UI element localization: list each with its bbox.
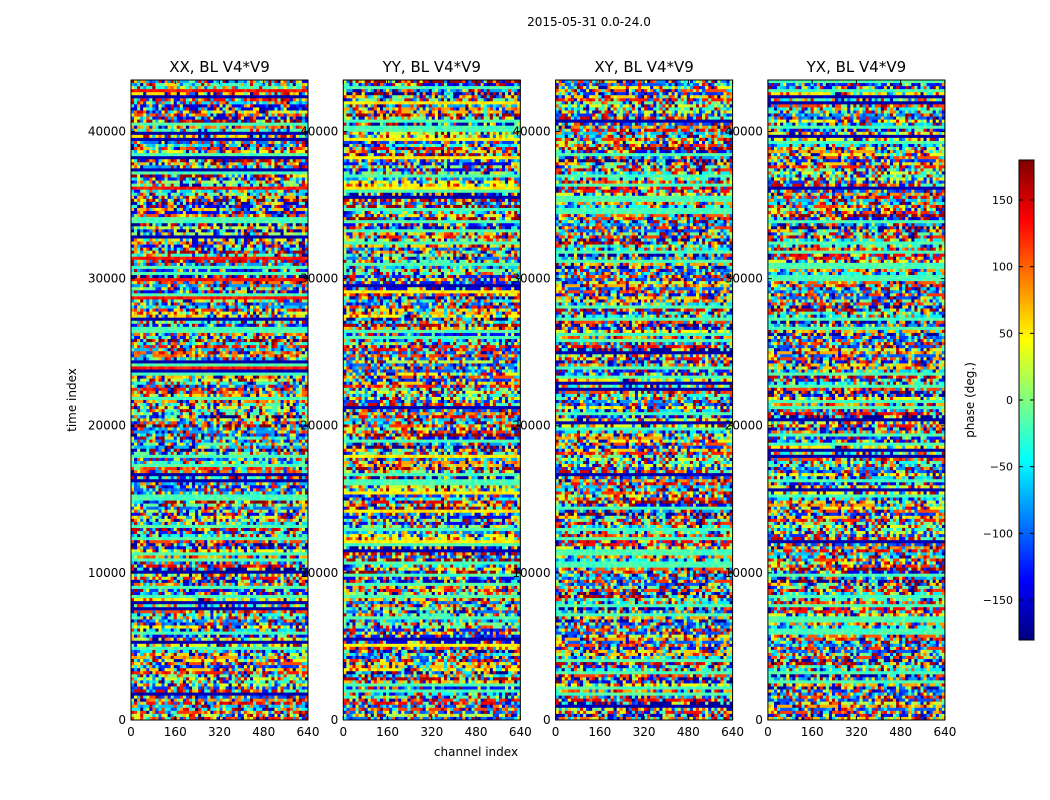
- y-tick-label: 10000: [725, 566, 763, 580]
- y-tick-label: 30000: [300, 272, 338, 286]
- x-tick-label: 0: [764, 725, 772, 739]
- x-tick-label: 160: [801, 725, 824, 739]
- panel-title: XY, BL V4*V9: [594, 58, 694, 76]
- y-tick-label: 40000: [512, 124, 550, 138]
- heatmap-panels: XX, BL V4*V9 0 160 320 480 640 0 10000 20000 3000…: [88, 58, 957, 739]
- colorbar-tick-label: −100: [983, 527, 1013, 540]
- colorbar-tick-label: −150: [983, 594, 1013, 607]
- colorbar-tick-label: 0: [1006, 394, 1013, 407]
- y-tick-label: 0: [118, 713, 126, 727]
- x-tick-label: 640: [509, 725, 532, 739]
- heatmap-panel: YY, BL V4*V9 0 160 320 480 640 0 10000 20000 3000…: [300, 58, 532, 739]
- x-tick-label: 640: [933, 725, 956, 739]
- x-tick-label: 320: [208, 725, 231, 739]
- heatmap-panel: XX, BL V4*V9 0 160 320 480 640 0 10000 20000 3000…: [88, 58, 320, 739]
- x-tick-label: 640: [297, 725, 320, 739]
- x-tick-label: 160: [164, 725, 187, 739]
- y-tick-label: 0: [331, 713, 339, 727]
- y-tick-label: 30000: [725, 272, 763, 286]
- x-tick-label: 160: [376, 725, 399, 739]
- x-tick-label: 320: [420, 725, 443, 739]
- y-tick-label: 40000: [300, 124, 338, 138]
- y-axis-label: time index: [65, 368, 79, 432]
- y-tick-label: 20000: [512, 419, 550, 433]
- panel-title: XX, BL V4*V9: [169, 58, 270, 76]
- colorbar-tick-label: 100: [992, 261, 1013, 274]
- heatmap-cells: [556, 80, 733, 720]
- y-tick-label: 10000: [512, 566, 550, 580]
- colorbar-tick-label: 50: [999, 327, 1013, 340]
- x-tick-label: 320: [633, 725, 656, 739]
- figure-suptitle: 2015-05-31 0.0-24.0: [527, 15, 651, 29]
- x-tick-label: 480: [889, 725, 912, 739]
- x-tick-label: 320: [845, 725, 868, 739]
- x-axis-label: channel index: [434, 745, 518, 759]
- x-tick-label: 480: [252, 725, 275, 739]
- x-tick-label: 0: [127, 725, 135, 739]
- y-tick-label: 10000: [300, 566, 338, 580]
- y-tick-label: 0: [755, 713, 763, 727]
- y-tick-label: 20000: [88, 419, 126, 433]
- y-tick-label: 30000: [512, 272, 550, 286]
- heatmap-cells: [343, 80, 520, 720]
- y-tick-label: 20000: [725, 419, 763, 433]
- panel-title: YY, BL V4*V9: [382, 58, 481, 76]
- x-tick-label: 0: [552, 725, 560, 739]
- colorbar-tick-label: −50: [990, 461, 1013, 474]
- x-tick-label: 480: [465, 725, 488, 739]
- panel-title: YX, BL V4*V9: [806, 58, 907, 76]
- y-tick-label: 20000: [300, 419, 338, 433]
- y-tick-label: 40000: [725, 124, 763, 138]
- y-tick-label: 40000: [88, 124, 126, 138]
- y-tick-label: 0: [543, 713, 551, 727]
- x-tick-label: 480: [677, 725, 700, 739]
- x-tick-label: 160: [588, 725, 611, 739]
- colorbar: 150 100 50 0 −50 −100 −150 phase (deg.): [963, 160, 1034, 640]
- colorbar-label: phase (deg.): [963, 362, 977, 438]
- x-tick-label: 640: [721, 725, 744, 739]
- x-tick-label: 0: [339, 725, 347, 739]
- heatmap-cells: [768, 80, 945, 720]
- colorbar-tick-label: 150: [992, 194, 1013, 207]
- heatmap-panel: YX, BL V4*V9 0 160 320 480 640 0 10000 20000 3000…: [725, 58, 957, 739]
- heatmap-panel: XY, BL V4*V9 0 160 320 480 640 0 10000 20000 3000…: [512, 58, 744, 739]
- heatmap-cells: [131, 80, 308, 720]
- y-tick-label: 10000: [88, 566, 126, 580]
- y-tick-label: 30000: [88, 272, 126, 286]
